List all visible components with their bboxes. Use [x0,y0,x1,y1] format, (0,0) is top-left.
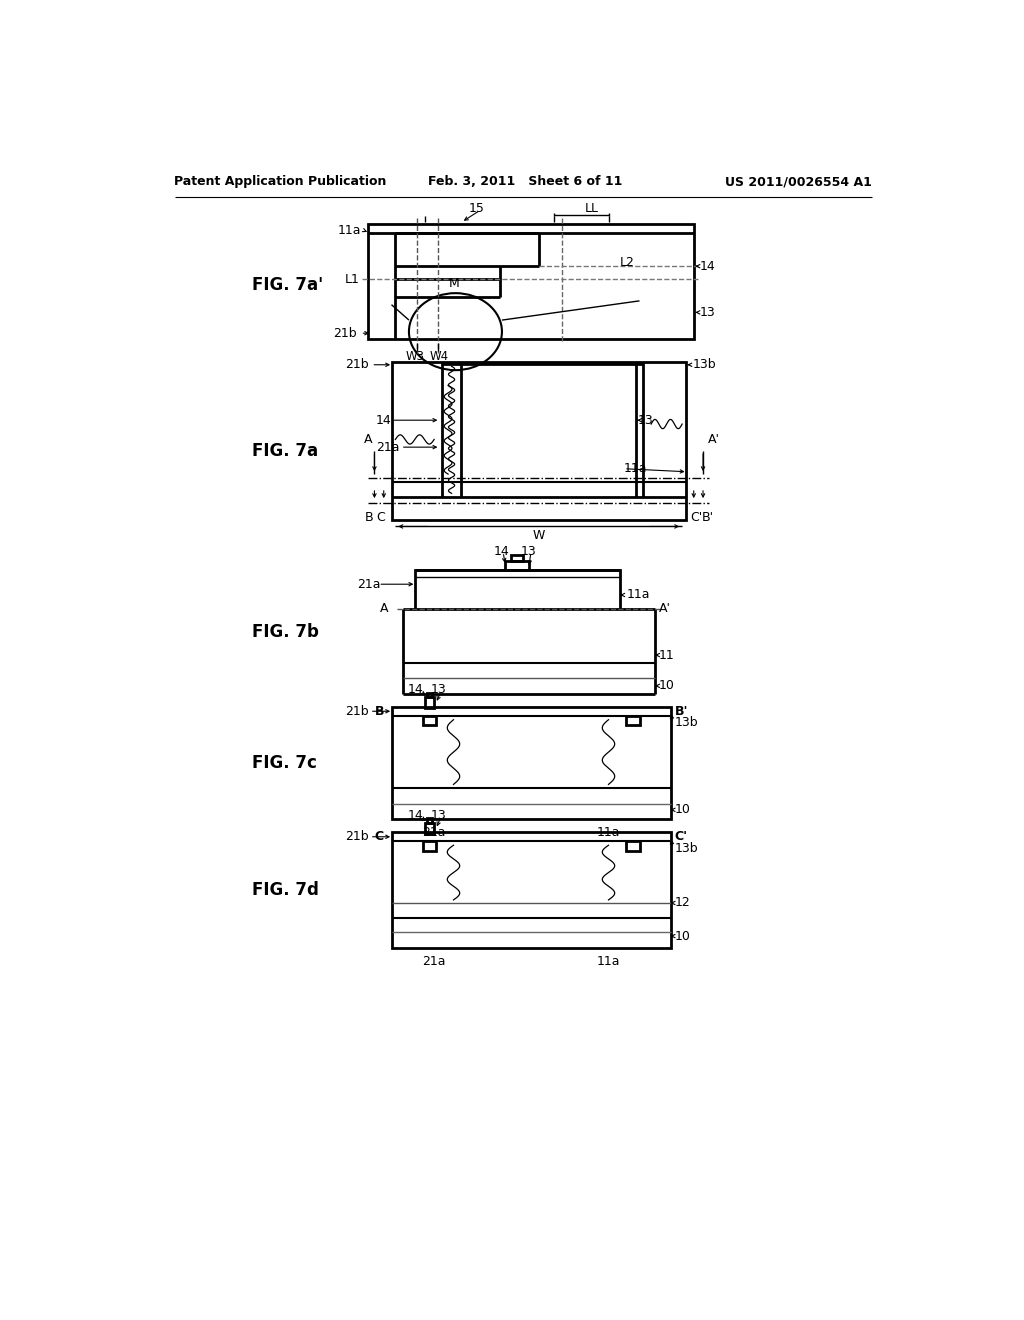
Text: B: B [375,705,384,718]
Text: 10: 10 [675,804,690,816]
Text: FIG. 7b: FIG. 7b [252,623,318,642]
Text: C': C' [690,511,702,524]
Text: A': A' [658,602,671,615]
Text: 21a: 21a [422,954,445,968]
Text: FIG. 7d: FIG. 7d [252,880,318,899]
Bar [427,818,432,822]
Text: LL: LL [586,202,599,215]
Bar [626,841,640,850]
Text: 13b: 13b [692,358,716,371]
Text: L2: L2 [621,256,635,269]
Text: C': C' [675,830,687,843]
Text: 10: 10 [658,680,675,693]
Text: A': A' [708,433,720,446]
Text: 13b: 13b [675,717,698,730]
Text: W: W [532,529,545,543]
Text: 21a: 21a [422,826,445,840]
Text: 10: 10 [675,929,690,942]
Text: C: C [375,830,384,843]
Text: 21b: 21b [345,830,369,843]
Text: 15: 15 [469,202,485,215]
Bar [391,706,671,818]
Text: 11a: 11a [597,954,621,968]
Bar [425,697,434,708]
Bar [391,363,686,520]
Text: 11a: 11a [627,589,650,602]
Text: 13: 13 [521,545,537,558]
Text: Patent Application Publication: Patent Application Publication [174,176,387,187]
Bar [427,693,432,697]
Text: B: B [365,511,373,524]
Text: FIG. 7a: FIG. 7a [252,442,318,459]
Text: 14: 14 [376,413,392,426]
Bar [369,224,693,339]
Text: 11: 11 [658,648,675,661]
Text: A: A [380,602,388,615]
Bar [415,570,621,609]
Text: B': B' [675,705,688,718]
Text: 14: 14 [408,809,424,822]
Text: 14: 14 [494,545,510,558]
Bar [423,715,436,725]
Text: 21b: 21b [334,326,357,339]
Text: 13b: 13b [675,842,698,855]
Text: 21b: 21b [345,705,369,718]
Text: C: C [376,511,385,524]
Text: 21a: 21a [356,578,380,591]
Bar [391,832,671,948]
Text: FIG. 7c: FIG. 7c [252,754,316,772]
Text: M: M [450,277,460,290]
Text: A: A [365,433,373,446]
Text: 12: 12 [675,896,690,909]
Text: L1: L1 [345,273,359,286]
Bar [506,561,528,570]
Text: US 2011/0026554 A1: US 2011/0026554 A1 [725,176,872,187]
Text: 13: 13 [431,809,446,822]
Text: 21b: 21b [345,358,369,371]
Text: Feb. 3, 2011   Sheet 6 of 11: Feb. 3, 2011 Sheet 6 of 11 [428,176,622,187]
Text: FIG. 7a': FIG. 7a' [252,276,324,294]
Text: B': B' [701,511,714,524]
Text: 21a: 21a [376,441,399,454]
Text: 13: 13 [700,306,716,319]
Text: 13: 13 [638,413,653,426]
Text: 13: 13 [431,684,446,696]
Text: 11a: 11a [597,826,621,840]
Bar [423,841,436,850]
Text: 11a: 11a [337,223,360,236]
Bar [511,554,523,561]
Text: 14: 14 [408,684,424,696]
Bar [626,715,640,725]
Text: W4: W4 [430,350,450,363]
Text: 11a: 11a [624,462,647,475]
Text: W3: W3 [407,350,425,363]
Bar [425,822,434,834]
Text: 14: 14 [700,260,716,273]
